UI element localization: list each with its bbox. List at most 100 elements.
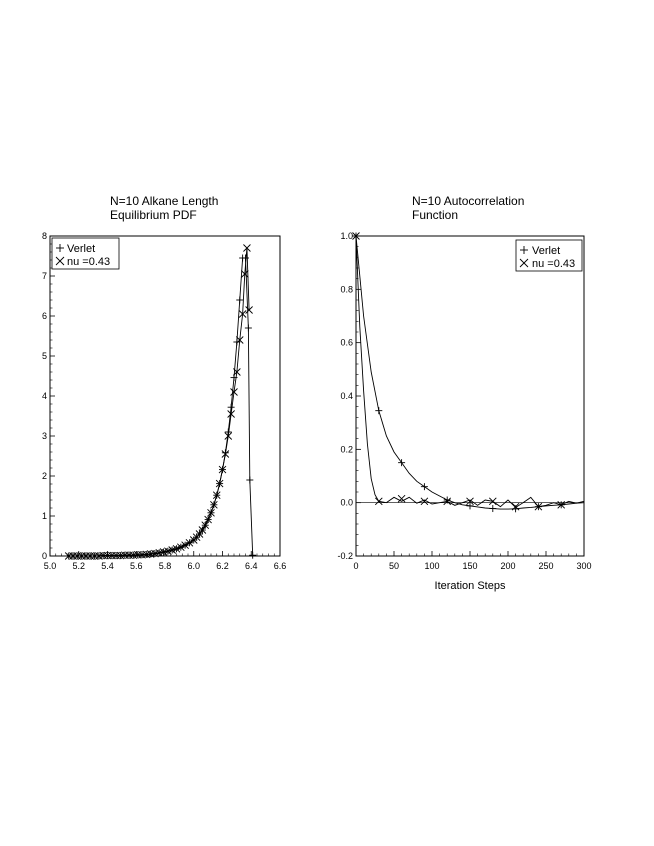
marker-cross	[238, 310, 247, 318]
legend: Verlet nu =0.43	[51, 237, 120, 270]
marker-cross	[195, 530, 204, 538]
plot-frame	[49, 235, 281, 557]
marker-cross	[215, 479, 224, 488]
marker-cross	[210, 500, 218, 509]
marker-cross	[224, 432, 233, 440]
marker-cross	[230, 388, 238, 396]
y-tick-label: 7	[42, 271, 47, 281]
marker-plus	[227, 403, 235, 411]
marker-cross	[352, 232, 360, 240]
marker-plus	[466, 502, 474, 510]
x-tick-label: 5.2	[72, 561, 85, 571]
marker-cross	[233, 368, 241, 376]
marker-cross	[488, 497, 497, 506]
legend-label-nu: nu =0.43	[67, 256, 110, 268]
y-tick-label: 0.6	[340, 338, 353, 348]
marker-plus	[249, 551, 257, 559]
x-tick-label: 6.6	[274, 561, 287, 571]
y-tick-label: 8	[42, 231, 47, 241]
x-tick-label: 5.0	[44, 561, 57, 571]
marker-plus	[398, 459, 406, 467]
chart-title-line-1: N=10 Autocorrelation	[412, 194, 524, 208]
chart-title-line-2: Equilibrium PDF	[110, 208, 197, 222]
legend-marker-plus	[56, 244, 64, 252]
x-tick-label: 6.2	[216, 561, 229, 571]
marker-plus	[375, 407, 383, 415]
x-tick-label: 100	[424, 561, 439, 571]
y-tick-label: 0.8	[340, 284, 353, 294]
series-line-cross	[68, 247, 250, 557]
x-axis-label: Iteration Steps	[435, 580, 506, 592]
x-tick-label: 250	[538, 561, 553, 571]
y-tick-label: 3	[42, 431, 47, 441]
y-tick-label: 5	[42, 351, 47, 361]
y-tick-label: 1.0	[340, 231, 353, 241]
chart-title-line-1: N=10 Alkane Length	[110, 194, 218, 208]
marker-cross	[207, 508, 215, 517]
legend-marker-plus	[520, 246, 528, 254]
marker-cross	[201, 521, 210, 530]
x-tick-label: 6.4	[245, 561, 258, 571]
y-tick-label: 0.4	[340, 391, 353, 401]
marker-cross	[218, 465, 227, 474]
marker-cross	[164, 547, 172, 556]
marker-cross	[168, 546, 177, 554]
marker-cross	[235, 336, 244, 344]
x-tick-label: 5.8	[159, 561, 172, 571]
legend-marker-cross	[55, 256, 65, 266]
chart-autocorrelation: N=10 Autocorrelation Function 0 50 100 150 2…	[337, 194, 591, 592]
marker-cross	[511, 502, 520, 511]
series-line-cross	[355, 235, 585, 509]
x-tick-label: 200	[500, 561, 515, 571]
series-line-plus	[355, 235, 585, 510]
marker-cross	[221, 450, 230, 458]
marker-plus	[520, 246, 528, 254]
legend-label-verlet: Verlet	[532, 245, 560, 257]
marker-plus	[56, 244, 64, 252]
marker-cross	[557, 500, 566, 509]
marker-cross	[198, 526, 207, 534]
x-tick-label: 5.4	[101, 561, 114, 571]
legend-label-verlet: Verlet	[67, 243, 95, 255]
marker-plus	[489, 505, 497, 513]
marker-cross	[443, 497, 452, 506]
marker-cross	[243, 244, 251, 252]
y-tick-label: 6	[42, 311, 47, 321]
series-line-plus	[68, 257, 254, 557]
y-tick-label: 2	[42, 471, 47, 481]
y-tick-label: 4	[42, 391, 47, 401]
y-tick-label: 0.2	[340, 444, 353, 454]
marker-cross	[181, 541, 189, 550]
marker-plus	[443, 496, 451, 504]
axis-ticks: 0 50 100 150 200 250 300 -0.2 0.0 0.2 0.4 0.6 0.8 1.0	[337, 231, 591, 571]
series-layer	[64, 244, 257, 560]
marker-cross	[172, 544, 181, 553]
marker-plus	[236, 296, 244, 304]
marker-cross	[212, 491, 221, 500]
marker-cross	[397, 494, 406, 503]
y-tick-label: 1	[42, 511, 47, 521]
y-tick-label: 0	[42, 551, 47, 561]
marker-cross	[55, 256, 65, 266]
legend-label-nu: nu =0.43	[532, 258, 575, 270]
x-tick-label: 300	[576, 561, 591, 571]
x-tick-label: 5.6	[130, 561, 143, 571]
marker-cross	[245, 306, 253, 314]
y-tick-label: -0.2	[337, 551, 353, 561]
x-tick-label: 150	[462, 561, 477, 571]
marker-plus	[420, 483, 428, 491]
axis-ticks: 5.0 5.2 5.4 5.6 5.8 6.0 6.2 6.4 6.6 0 1 2 3 4 5 6 7 8	[42, 231, 286, 571]
marker-cross	[227, 410, 235, 418]
marker-plus	[244, 324, 252, 332]
legend: Verlet nu =0.43	[515, 239, 583, 272]
marker-cross	[420, 497, 429, 506]
x-tick-label: 6.0	[187, 561, 200, 571]
x-tick-label: 0	[353, 561, 358, 571]
marker-cross	[534, 502, 543, 511]
legend-marker-cross	[519, 258, 529, 268]
chart-title-line-2: Function	[412, 208, 458, 222]
y-tick-label: 0.0	[340, 498, 353, 508]
marker-plus	[246, 476, 254, 484]
marker-cross	[519, 258, 529, 268]
